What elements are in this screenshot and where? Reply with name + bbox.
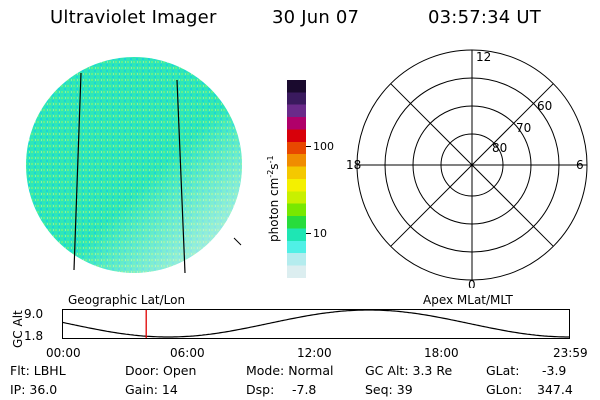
filter-value: Flt: LBHL: [10, 363, 66, 378]
dsp-label: Dsp:: [246, 382, 275, 397]
limb-tick: [233, 237, 242, 246]
colorbar-unit-label: photon cm-2s-1: [266, 155, 281, 242]
colorbar-tick-100: [306, 146, 311, 147]
glon-value: 347.4: [537, 382, 573, 397]
lat-label-80: 80: [492, 141, 507, 155]
gc-alt-value: GC Alt: 3.3 Re: [365, 363, 453, 378]
altplot-ylabel: GC Alt: [11, 310, 25, 348]
altitude-plot: [62, 309, 570, 339]
ip-value: IP: 36.0: [10, 382, 58, 397]
lat-label-60: 60: [537, 99, 552, 113]
geographic-image: [26, 57, 242, 274]
diagonal-line-2: [390, 83, 554, 247]
colorbar: [287, 80, 306, 278]
mlt-label-12: 12: [476, 50, 491, 64]
lat-label-70: 70: [516, 121, 531, 135]
mlt-label-6: 6: [576, 158, 584, 172]
meridian-line-right: [176, 79, 186, 274]
header-time: 03:57:34 UT: [428, 7, 541, 28]
glat-label: GLat:: [486, 363, 520, 378]
geographic-label: Geographic Lat/Lon: [68, 293, 186, 307]
header-date: 30 Jun 07: [272, 7, 360, 28]
altplot-ymax: 9.0: [24, 307, 44, 321]
mode-value: Mode: Normal: [246, 363, 334, 378]
colorbar-tick-10: [306, 233, 311, 234]
altplot-ymin: 1.8: [24, 329, 44, 343]
glon-label: GLon:: [486, 382, 523, 397]
colorbar-tick-label-10: 10: [313, 227, 327, 240]
xtick-0000: 00:00: [46, 346, 81, 360]
apex-label: Apex MLat/MLT: [423, 293, 513, 307]
mlt-label-0: 0: [468, 278, 476, 288]
dsp-value: -7.8: [292, 382, 317, 397]
door-value: Door: Open: [125, 363, 197, 378]
polar-grid: 12 18 6 0 60 70 80: [346, 49, 588, 288]
altplot-frame: [62, 309, 570, 339]
xtick-0600: 06:00: [170, 346, 205, 360]
colorbar-tick-label-100: 100: [313, 140, 334, 153]
xtick-1200: 12:00: [297, 346, 332, 360]
seq-value: Seq: 39: [365, 382, 413, 397]
xtick-2359: 23:59: [553, 346, 588, 360]
app-title: Ultraviolet Imager: [50, 7, 217, 28]
mlt-label-18: 18: [346, 158, 361, 172]
glat-value: -3.9: [542, 363, 567, 378]
gain-value: Gain: 14: [125, 382, 178, 397]
xtick-1800: 18:00: [424, 346, 459, 360]
meridian-line-left: [73, 72, 82, 271]
altitude-curve: [62, 309, 570, 338]
